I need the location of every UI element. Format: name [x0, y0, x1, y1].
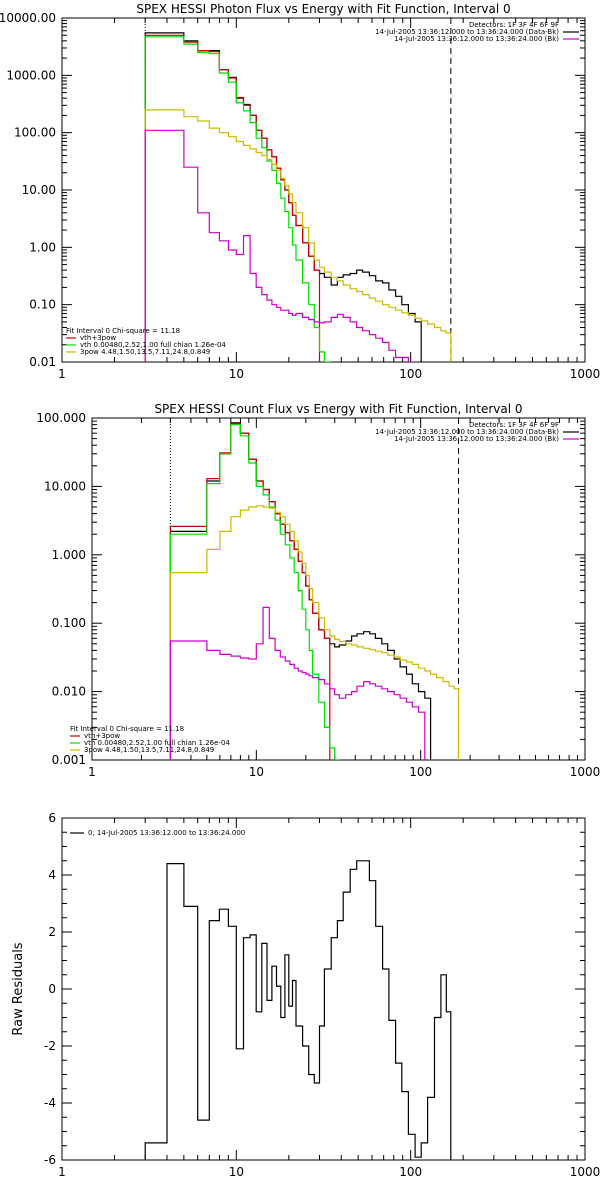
- legend-entry-text: vth+3pow: [80, 334, 116, 342]
- y-tick-label: 0.10: [29, 298, 56, 312]
- x-tick-label: 1: [58, 367, 66, 381]
- y-tick-label: -4: [44, 1096, 56, 1110]
- series-vth-3pow: [169, 423, 331, 760]
- chart-title: SPEX HESSI Photon Flux vs Energy with Fi…: [136, 2, 510, 16]
- plot-frame: [61, 17, 586, 363]
- y-tick-label: 0.010: [52, 685, 86, 699]
- y-tick-label: 100.00: [14, 126, 56, 140]
- legend-top-left: 0, 14-Jul-2005 13:36:12.000 to 13:36:24.…: [70, 829, 245, 837]
- x-tick-label: 1000: [570, 1165, 600, 1179]
- legend-entry-text: 14-Jul-2005 13:36:12.000 to 13:36:24.000…: [375, 28, 559, 36]
- x-tick-label: 100: [399, 367, 422, 381]
- y-tick-label: 0.001: [52, 753, 86, 767]
- y-tick-label: -2: [44, 1039, 56, 1053]
- series-bk: [144, 129, 416, 362]
- series-data-bk: [144, 32, 422, 362]
- series-bk: [169, 606, 426, 760]
- y-tick-label: 0.100: [52, 616, 86, 630]
- x-tick-label: 100: [399, 1165, 422, 1179]
- x-tick-label: 10: [229, 367, 244, 381]
- series-residuals: [144, 860, 452, 1160]
- x-tick-label: 10: [249, 765, 264, 779]
- legend-bottom-left: Fit Interval 0 Chi-square = 11.18vth+3po…: [66, 327, 226, 356]
- y-tick-label: 1.00: [29, 240, 56, 254]
- series-3pow: [169, 505, 460, 760]
- chart-title: SPEX HESSI Count Flux vs Energy with Fit…: [154, 402, 522, 416]
- plot-frame: [61, 817, 586, 1161]
- legend-entry-text: 14-Jul-2005 13:36:12.000 to 13:36:24.000…: [375, 428, 559, 436]
- x-tick-label: 1000: [570, 367, 600, 381]
- x-tick-label: 100: [409, 765, 432, 779]
- y-tick-label: 1.000: [52, 548, 86, 562]
- x-tick-label: 1000: [570, 765, 600, 779]
- y-tick-label: 0.01: [29, 355, 56, 369]
- y-tick-label: -6: [44, 1153, 56, 1167]
- y-tick-label: 6: [48, 811, 56, 825]
- legend-entry-text: Detectors: 1F 3F 4F 6F 9F: [469, 21, 559, 29]
- x-tick-label: 10: [229, 1165, 244, 1179]
- y-tick-label: 100.000: [36, 411, 86, 425]
- legend-entry-text: 14-Jul-2005 13:36:12.000 to 13:36:24.000…: [394, 35, 559, 43]
- y-tick-label: 4: [48, 868, 56, 882]
- series-vth: [144, 36, 332, 362]
- chart-panel-3: 1 10 100 1000 -6 -4 -2 0 2 4 6 Raw Residuals 0, 14-J…: [11, 811, 600, 1179]
- y-tick-label: 0: [48, 982, 56, 996]
- legend-entry-text: Fit Interval 0 Chi-square = 11.18: [66, 327, 180, 335]
- legend-entry-text: 0, 14-Jul-2005 13:36:12.000 to 13:36:24.…: [88, 829, 245, 837]
- plot-frame: [91, 417, 586, 761]
- series-vth-3pow: [144, 34, 321, 362]
- legend-entry-text: vth 0.00480,2.52,1.00 full chian 1.26e-0…: [84, 739, 230, 747]
- y-tick-label: 10.00: [22, 183, 56, 197]
- plot-area: [169, 422, 460, 760]
- legend-entry-text: vth+3pow: [84, 732, 120, 740]
- chart-panel-2: SPEX HESSI Count Flux vs Energy with Fit…: [36, 402, 600, 779]
- y-tick-label: 10.000: [44, 479, 86, 493]
- y-tick-label: 2: [48, 925, 56, 939]
- plot-area: [144, 860, 452, 1160]
- x-tick-label: 1: [58, 1165, 66, 1179]
- legend-entry-text: Fit Interval 0 Chi-square = 11.18: [70, 725, 184, 733]
- legend-entry-text: vth 0.00480,2.52,1.00 full chian 1.26e-0…: [80, 341, 226, 349]
- y-tick-label: 10000.00: [0, 11, 56, 25]
- x-tick-label: 1: [88, 765, 96, 779]
- legend-entry-text: 3pow 4.48,1.50,13.5,7.11,24.8,0.849: [80, 348, 210, 356]
- y-tick-label: 1000.00: [6, 68, 56, 82]
- legend-entry-text: Detectors: 1F 3F 4F 6F 9F: [469, 421, 559, 429]
- plot-area: [144, 32, 452, 362]
- series-3pow: [144, 109, 452, 362]
- series-data-bk: [169, 422, 432, 760]
- y-axis-label: Raw Residuals: [11, 942, 26, 1035]
- legend-entry-text: 3pow 4.48,1.50,13.5,7.11,24.8,0.849: [84, 746, 214, 754]
- legend-entry-text: 14-Jul-2005 13:36:12.000 to 13:36:24.000…: [394, 435, 559, 443]
- series-vth: [169, 424, 340, 760]
- chart-panel-1: SPEX HESSI Photon Flux vs Energy with Fi…: [0, 2, 600, 381]
- legend-bottom-left: Fit Interval 0 Chi-square = 11.18vth+3po…: [70, 725, 230, 754]
